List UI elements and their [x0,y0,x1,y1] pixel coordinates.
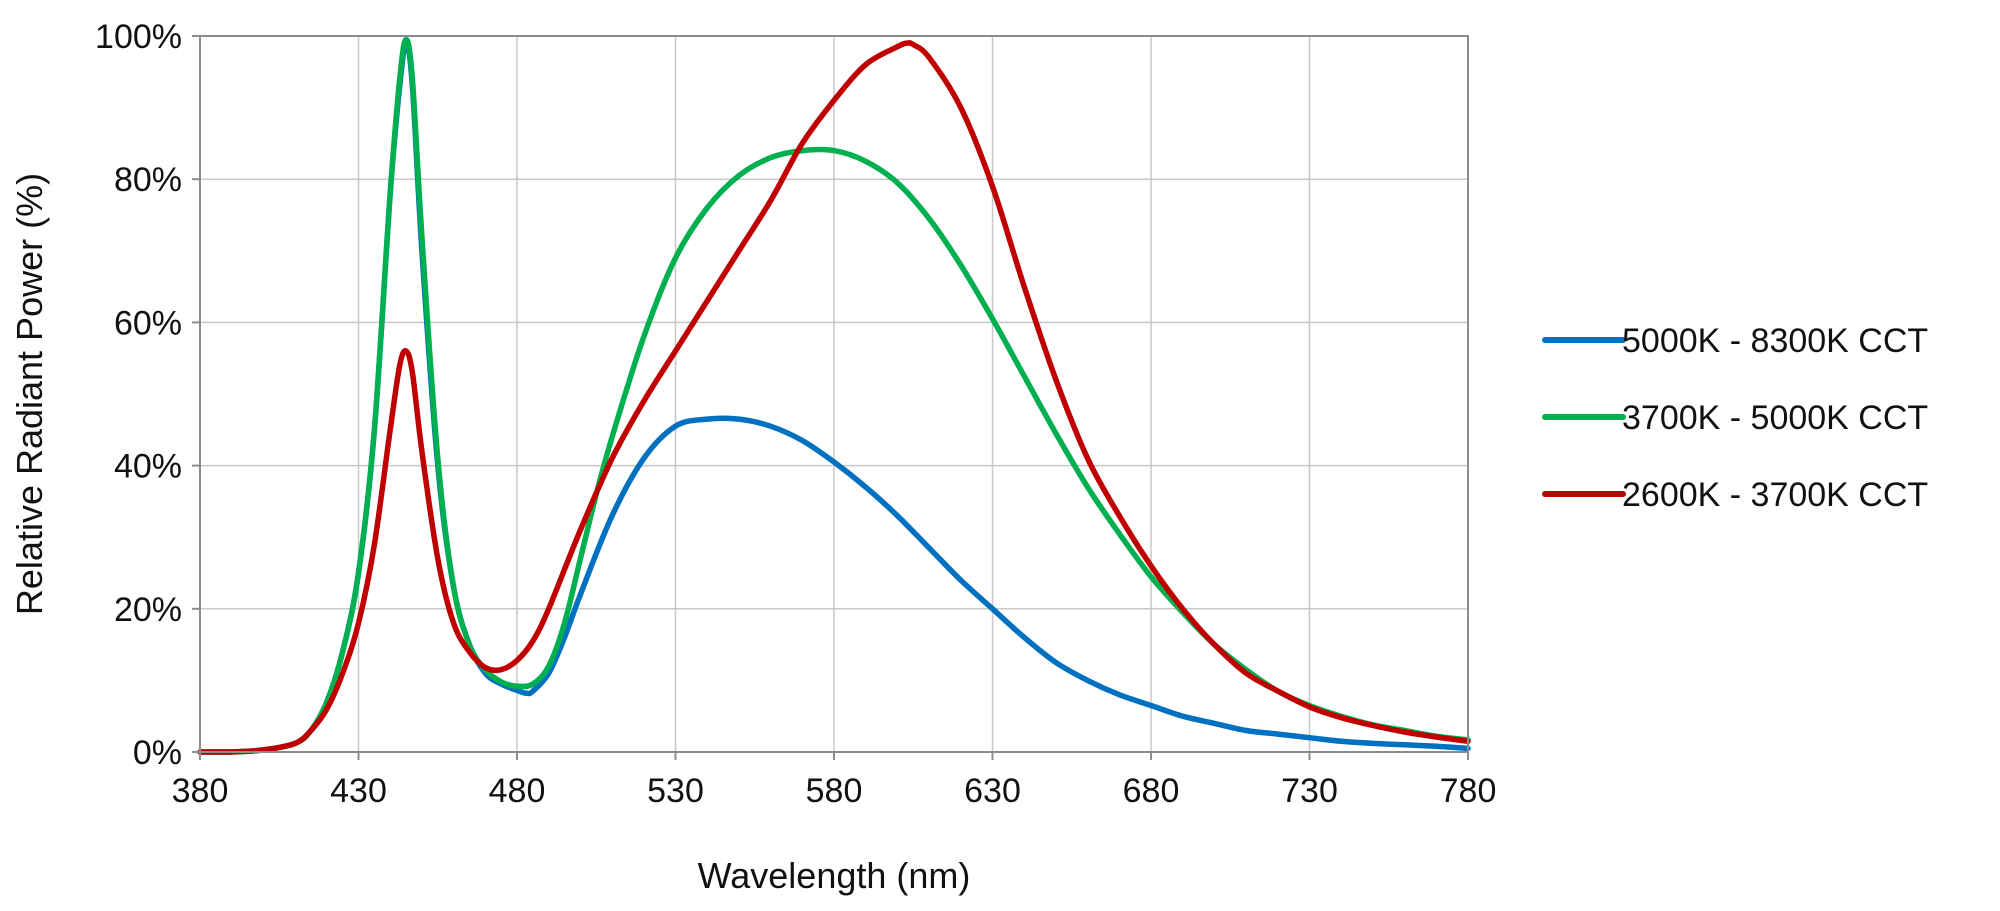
x-tick-label: 730 [1281,772,1338,810]
legend: 5000K - 8300K CCT 3700K - 5000K CCT 2600K … [1542,322,1928,514]
legend-label: 2600K - 3700K CCT [1622,476,1928,514]
series-line-2600k-3700k-cct [197,40,1471,755]
y-tick-label: 20% [114,591,182,629]
y-tick-label: 80% [114,161,182,199]
y-axis-ticks: 0% 20% 40% 60% 80% 100% [95,18,200,772]
x-tick-label: 380 [172,772,229,810]
series-line-3700k-5000k-cct [197,36,1471,755]
x-tick-label: 780 [1440,772,1497,810]
x-tick-label: 580 [806,772,863,810]
legend-label: 5000K - 8300K CCT [1622,322,1928,360]
x-tick-label: 430 [330,772,387,810]
x-tick-label: 530 [647,772,704,810]
y-tick-label: 60% [114,304,182,342]
series-lines [197,36,1471,755]
x-tick-label: 480 [489,772,546,810]
x-tick-label: 630 [964,772,1021,810]
y-axis-title: Relative Radiant Power (%) [9,173,50,615]
y-tick-label: 0% [133,734,182,772]
y-tick-label: 40% [114,448,182,486]
y-tick-label: 100% [95,18,182,56]
legend-label: 3700K - 5000K CCT [1622,399,1928,437]
x-tick-label: 680 [1123,772,1180,810]
x-axis-ticks: 380 430 480 530 580 630 680 730 780 [172,752,1497,810]
x-axis-title: Wavelength (nm) [698,855,971,896]
